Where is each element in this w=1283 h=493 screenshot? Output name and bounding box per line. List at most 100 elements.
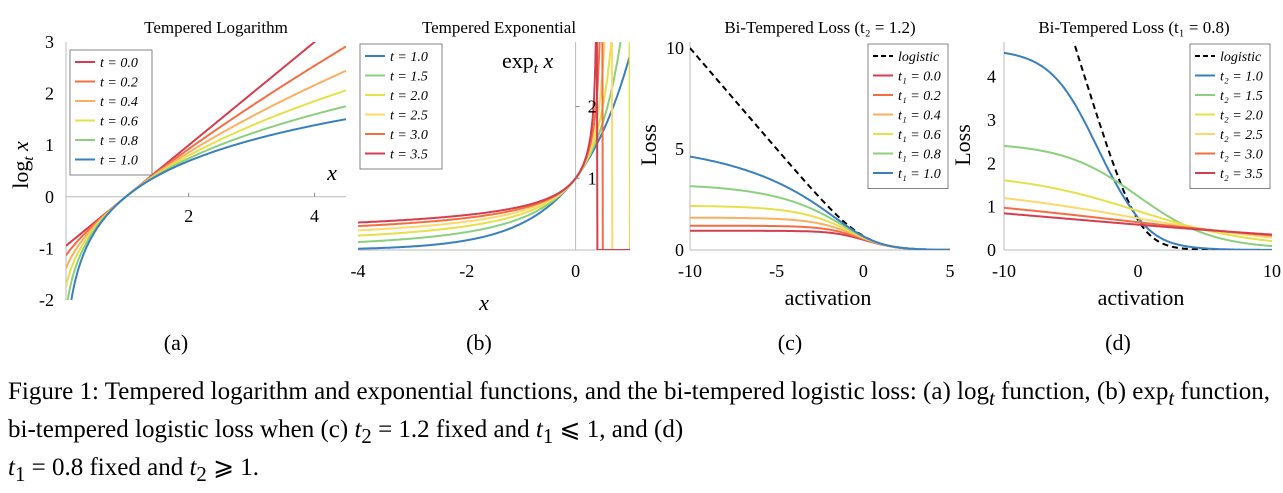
caption-sub: 2: [361, 424, 372, 448]
panel-sublabel: (d): [1105, 330, 1131, 355]
legend-entry: t = 0.6: [100, 115, 138, 130]
legend-entry: t = 3.0: [390, 128, 428, 143]
legend-entry: t = 0.2: [100, 76, 138, 91]
y-axis-label: logt x: [8, 141, 37, 189]
y-axis-label: expt x: [502, 48, 553, 77]
caption-sub: t: [1168, 386, 1175, 410]
x-tick-label: 0: [859, 261, 868, 281]
series-line: [690, 216, 950, 250]
y-tick-label: 1: [45, 135, 54, 155]
y-tick-label: 3: [45, 32, 54, 52]
legend-entry: logistic: [898, 50, 940, 65]
x-tick-label: 2: [184, 206, 193, 226]
y-tick-label: 0: [45, 187, 54, 207]
legend-entry: t₂ = 1.0: [1220, 70, 1263, 85]
y-axis-label: Loss: [636, 124, 661, 166]
y-tick-label: 1: [588, 168, 597, 188]
y-tick-label: 1: [987, 197, 996, 217]
y-axis-label: Loss: [950, 124, 975, 166]
series-line: [1004, 144, 1272, 248]
panel-1: t = 1.0 t = 1.5 t = 2.0 t = 2.5 t = 3.0 t = 3…: [358, 42, 630, 251]
caption-sub: 1: [14, 462, 26, 486]
legend-entry: t = 2.5: [390, 109, 428, 124]
legend-d-box: [1189, 43, 1271, 189]
caption-var: t: [189, 454, 197, 481]
panel-title: Tempered Exponential: [422, 18, 576, 37]
legend-entry: t = 0.0: [100, 56, 138, 71]
legend-entry: t₁ = 0.2: [898, 89, 941, 104]
legend-entry: t = 3.5: [390, 148, 428, 163]
legend-entry: t = 1.0: [100, 154, 138, 169]
caption-line3-d: ⩾ 1.: [206, 454, 260, 481]
y-tick-label: 4: [987, 67, 996, 87]
caption-line2-b: function, bi-tempered logistic loss when…: [8, 378, 1270, 443]
x-tick-label: -2: [459, 261, 474, 281]
legend-entry: t = 0.4: [100, 95, 138, 110]
series-line: [690, 229, 950, 250]
y-tick-label: 2: [987, 153, 996, 173]
legend-entry: t₁ = 0.6: [898, 128, 941, 143]
caption-line2-f: ⩽ 1, and (d): [553, 416, 684, 443]
legend-entry: t₁ = 0.4: [898, 109, 941, 124]
legend-entry: t = 1.5: [390, 70, 428, 85]
legend-entry: logistic: [1220, 50, 1262, 65]
legend-a-box: [69, 49, 153, 176]
y-tick-label: 2: [588, 97, 597, 117]
series-line: [1004, 179, 1272, 243]
x-tick-label: 4: [310, 206, 319, 226]
x-axis-label: x: [478, 290, 489, 315]
x-tick-label: 5: [946, 261, 955, 281]
y-tick-label: 0: [675, 240, 684, 260]
x-tick-label: 0: [571, 261, 580, 281]
panel-3: logistic t₂ = 1.0 t₂ = 1.5 t₂ = 2.0 t₂ = 2.5…: [1003, 42, 1272, 251]
legend-entry: t = 0.8: [100, 134, 138, 149]
caption-line1: Figure 1: Tempered logarithm and exponen…: [8, 378, 989, 405]
caption-sub: 2: [196, 462, 207, 486]
caption-var: t: [354, 416, 362, 443]
y-tick-label: 10: [666, 38, 684, 58]
y-tick-label: 5: [675, 139, 684, 159]
legend-entry: t₂ = 1.5: [1220, 89, 1263, 104]
legend-entry: t₁ = 0.0: [898, 70, 941, 85]
legend-entry: t₁ = 0.8: [898, 148, 941, 163]
legend-entry: t₂ = 2.0: [1220, 109, 1263, 124]
series-line: [690, 224, 950, 250]
panel-title: Bi-Tempered Loss (t₂ = 1.2): [724, 18, 915, 37]
x-tick-label: -4: [351, 261, 366, 281]
y-tick-label: -2: [39, 290, 54, 310]
legend-entry: t₂ = 3.0: [1220, 148, 1263, 163]
legend-entry: t = 1.0: [390, 50, 428, 65]
series-line: [1004, 212, 1272, 236]
caption-var: t: [535, 416, 543, 443]
panel-sublabel: (c): [778, 330, 802, 355]
figure-panels: t = 0.0 t = 0.2 t = 0.4 t = 0.6 t = 0.8 t = 1…: [8, 18, 1281, 355]
x-tick-label: -5: [769, 261, 784, 281]
x-tick-label: -10: [992, 261, 1016, 281]
legend-entry: t₂ = 3.5: [1220, 167, 1263, 182]
series-line: [70, 118, 346, 300]
panel-sublabel: (a): [164, 330, 188, 355]
panel-title: Bi-Tempered Loss (t₁ = 0.8): [1038, 18, 1229, 37]
x-tick-label: -10: [678, 261, 702, 281]
x-axis-label: activation: [1098, 285, 1185, 310]
caption-var: t: [8, 454, 15, 481]
legend-b-box: [359, 43, 443, 170]
y-tick-label: 2: [45, 84, 54, 104]
legend-entry: t = 2.0: [390, 89, 428, 104]
panel-2: logistic t₁ = 0.0 t₁ = 0.2 t₁ = 0.4 t₁ = 0.6…: [689, 42, 950, 251]
x-axis-label: activation: [785, 285, 872, 310]
figure-caption: Figure 1: Tempered logarithm and exponen…: [8, 376, 1270, 490]
caption-sub: 1: [542, 424, 554, 448]
x-tick-label: 10: [1263, 261, 1281, 281]
series-line: [358, 42, 630, 250]
caption-line2-a: function, (b) exp: [1001, 378, 1169, 405]
x-tick-label: 0: [1134, 261, 1143, 281]
caption-line3-b: = 0.8 fixed and: [25, 454, 190, 481]
x-axis-label: x: [326, 160, 337, 185]
caption-sub: t: [988, 386, 995, 410]
panel-title: Tempered Logarithm: [144, 18, 288, 37]
legend-entry: t₂ = 2.5: [1220, 128, 1263, 143]
panel-sublabel: (b): [466, 330, 492, 355]
y-tick-label: 0: [987, 240, 996, 260]
legend-c-box: [867, 43, 949, 189]
